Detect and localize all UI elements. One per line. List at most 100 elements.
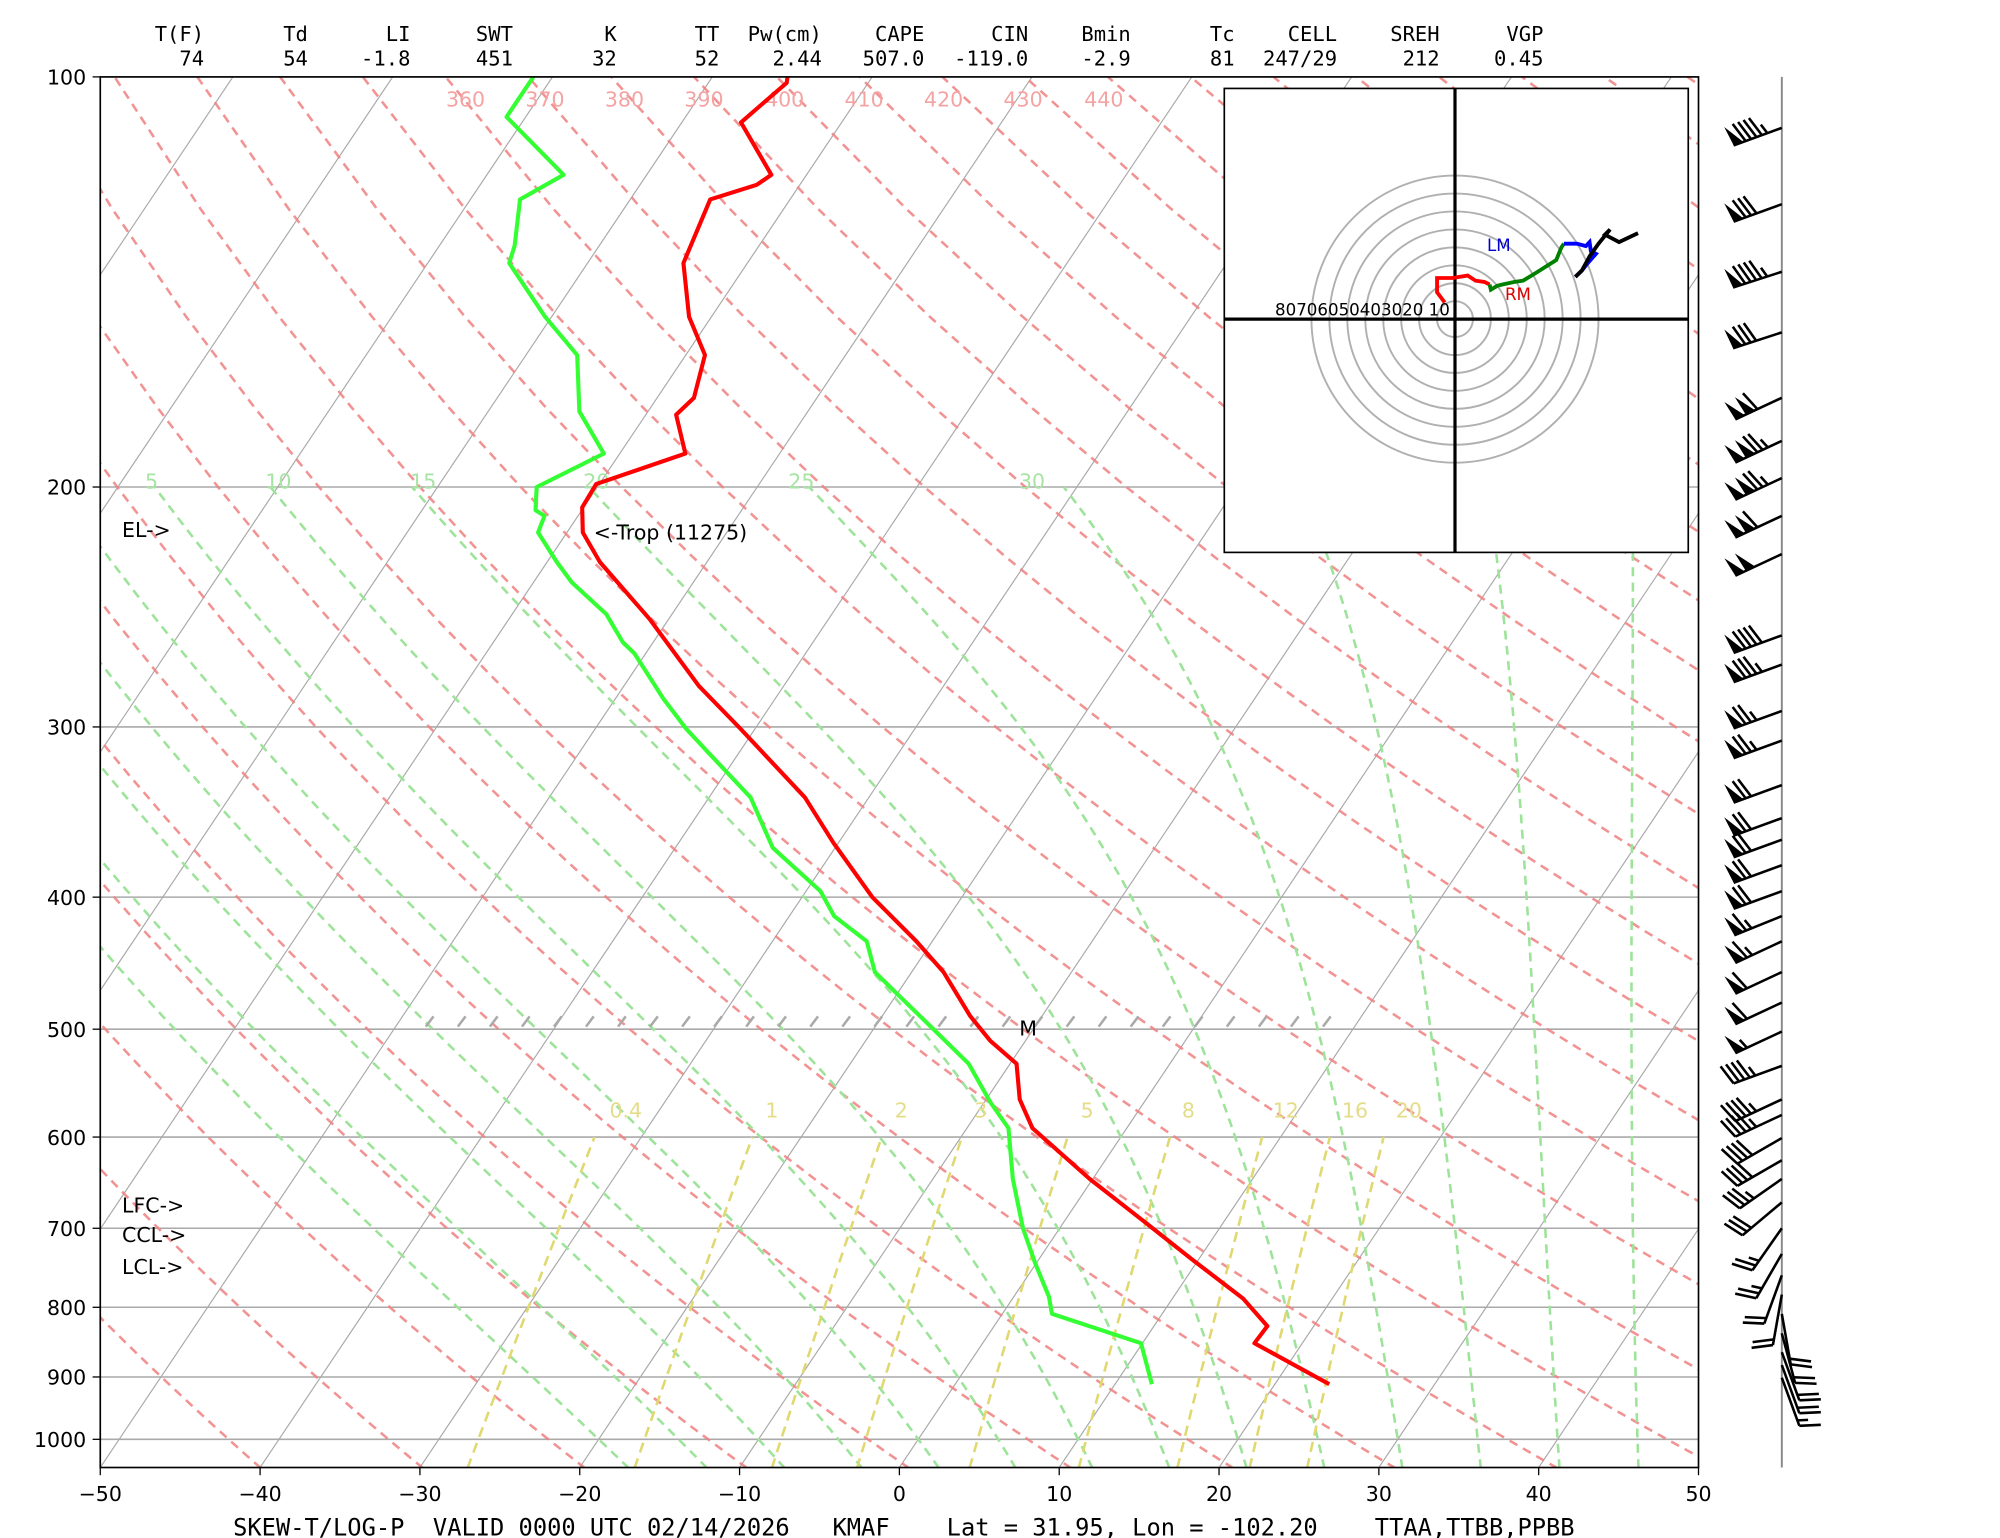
hatch-mark (841, 1015, 852, 1028)
wind-barb-full (1735, 1139, 1754, 1156)
wind-barb-full (1744, 1315, 1767, 1320)
header-label: VGP (1506, 22, 1543, 46)
hatch-mark (1321, 1015, 1332, 1028)
wind-barb-full (1737, 833, 1753, 852)
wind-barb-full (1799, 1398, 1821, 1402)
footer-title: SKEW-T/LOG-P VALID 0000 UTC 02/14/2026 K… (233, 1513, 1574, 1538)
wind-barb (1724, 778, 1783, 804)
wind-barb-full (1742, 195, 1758, 215)
wind-barb (1720, 1159, 1783, 1188)
dry-adiabat-line (444, 76, 1699, 1122)
wind-barb-full (1742, 626, 1758, 646)
level-annotations: EL-> <-Trop (11275) LFC-> CCL-> LCL-> M (122, 518, 1037, 1279)
wind-barb-full (1735, 1059, 1751, 1079)
wind-barb (1724, 858, 1783, 884)
wind-barb-full (1731, 835, 1747, 854)
wind-barb-full (1747, 433, 1764, 451)
wind-barb-full (1731, 780, 1747, 800)
dry-adiabat-label: 380 (605, 87, 644, 111)
wind-barb (1724, 811, 1783, 837)
dry-adiabat-line (361, 76, 1699, 1203)
mixing-ratio-label: 20 (1396, 1099, 1422, 1123)
isotherm-line (100, 76, 873, 1231)
wind-barb-half (1759, 475, 1769, 486)
x-tick-label: 50 (1685, 1482, 1711, 1506)
moist-adiabat-line (100, 763, 786, 1468)
wind-barb-full (1737, 1287, 1760, 1295)
mixing-ratio-line (770, 1136, 883, 1468)
wind-barb (1724, 195, 1783, 223)
wind-barb (1719, 1097, 1783, 1123)
isotherm-line (419, 76, 1353, 1468)
wind-barb-full (1731, 913, 1748, 932)
wind-barb (1724, 552, 1783, 577)
hatch-mark (1161, 1015, 1172, 1028)
dry-adiabat-label: 430 (1003, 87, 1042, 111)
wind-barb-staff (1734, 396, 1783, 421)
header-label: K (604, 22, 617, 46)
header-value: 74 (179, 46, 204, 70)
isotherm-line (100, 76, 394, 515)
wind-barb (1722, 1177, 1783, 1210)
wind-barb-staff (1736, 1159, 1783, 1188)
wind-barb-staff (1734, 514, 1783, 539)
header-value: 32 (592, 46, 617, 70)
lcl-label: LCL-> (122, 1255, 183, 1279)
wind-barb-full (1731, 971, 1748, 990)
wind-barb-full (1731, 325, 1747, 346)
wind-barb (1724, 913, 1783, 937)
isotherm-line (1697, 1466, 1699, 1468)
wind-barb-staff (1734, 1030, 1783, 1055)
hatch-mark (1097, 1015, 1108, 1028)
wind-barb-full (1737, 324, 1752, 344)
wind-barb-staff (1780, 1332, 1797, 1384)
wind-barb-full (1725, 1167, 1744, 1184)
wind-barb-flag (1724, 268, 1743, 288)
isotherm-line (100, 76, 234, 276)
wind-barb-flag (1734, 477, 1756, 495)
moist-adiabat-line (587, 486, 1248, 1468)
hatch-mark (456, 1015, 467, 1028)
wind-barb-full (1731, 1187, 1751, 1203)
wind-barb-full (1725, 1117, 1742, 1136)
wind-barb-flag (1724, 945, 1745, 963)
wind-barb-full (1722, 1194, 1741, 1210)
wind-barb-full (1735, 1112, 1752, 1131)
dry-adiabat-label: 360 (446, 87, 485, 111)
wind-barb-flag (1724, 710, 1744, 729)
x-tick-label: −10 (718, 1482, 761, 1506)
dewpoint-profile-line (504, 76, 1154, 1385)
wind-barb-flag (1724, 739, 1744, 759)
hatch-mark (745, 1015, 755, 1028)
wind-barb-full (1730, 1142, 1749, 1159)
wind-barb-staff (1733, 838, 1783, 859)
wind-barb-full (1742, 119, 1758, 138)
y-tick-label: 1000 (34, 1428, 86, 1452)
wind-barb (1780, 1313, 1813, 1369)
mixing-ratio-label: 16 (1342, 1099, 1368, 1123)
wind-barb (1724, 704, 1783, 730)
header-label: SREH (1390, 22, 1439, 46)
wind-barb-full (1730, 1061, 1746, 1081)
x-tick-label: −40 (238, 1482, 281, 1506)
y-tick-label: 400 (47, 886, 86, 910)
wind-barb-full (1747, 117, 1763, 136)
wind-barb-full (1797, 1405, 1819, 1410)
moist-adiabat-line (1299, 486, 1482, 1468)
wind-barb (1724, 624, 1783, 655)
wind-barb-flag (1724, 663, 1744, 683)
wind-barb (1724, 1001, 1783, 1026)
wind-barb (1719, 1112, 1783, 1138)
wind-barb-full (1799, 1410, 1821, 1415)
y-tick-label: 900 (47, 1366, 86, 1390)
wind-barb-half (1748, 710, 1758, 721)
wind-barb-staff (1771, 1294, 1784, 1346)
header-label: Bmin (1081, 22, 1130, 46)
500mb-hatch-marks (424, 1015, 1332, 1028)
hodograph-rm-label: RM (1505, 285, 1531, 304)
wind-barb-full (1730, 1164, 1749, 1182)
header-value: -1.8 (361, 46, 410, 70)
wind-barb-staff (1751, 1227, 1783, 1272)
